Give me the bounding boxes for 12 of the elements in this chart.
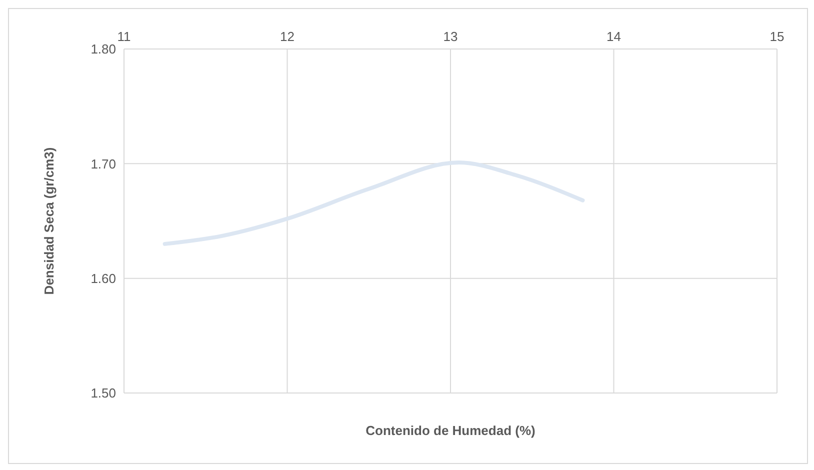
x-tick-label: 15 (770, 29, 784, 44)
x-tick-label: 13 (443, 29, 458, 44)
x-axis-title: Contenido de Humedad (%) (366, 423, 536, 438)
y-axis-title: Densidad Seca (gr/cm3) (42, 147, 57, 295)
x-tick-label: 11 (117, 29, 131, 44)
line-series (162, 160, 585, 246)
y-tick-label: 1.80 (90, 42, 116, 57)
y-tick-label: 1.50 (90, 386, 116, 401)
x-tick-label: 12 (280, 29, 294, 44)
y-tick-label: 1.70 (90, 156, 116, 172)
x-tick-label: 14 (606, 29, 621, 44)
y-tick-label: 1.60 (90, 270, 116, 286)
